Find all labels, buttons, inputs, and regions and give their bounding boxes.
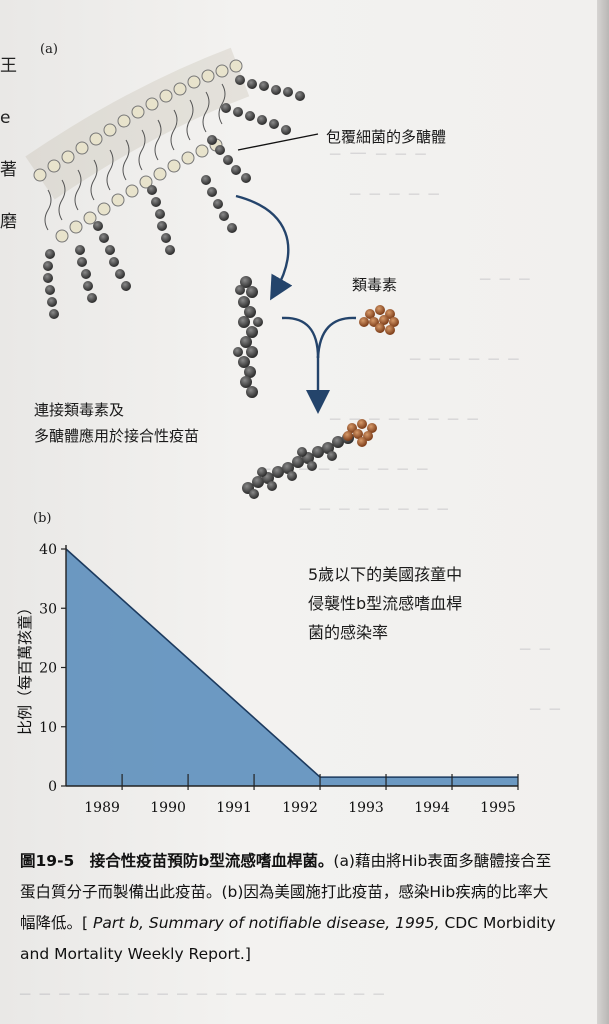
- polysaccharide-label: 包覆細菌的多醣體: [326, 128, 447, 146]
- toxoid-label: 類毒素: [352, 276, 398, 294]
- y-tick-label: 30: [39, 601, 57, 617]
- conjugate-vaccine-diagram: [25, 47, 399, 499]
- isolated-polysaccharide: [233, 276, 263, 398]
- caption-source-italic: Part b, Summary of notifiable disease, 1…: [92, 914, 440, 932]
- polysaccharide-chain: [201, 175, 237, 233]
- chart-annotation: 5歲以下的美國孩童中 侵襲性b型流感嗜血桿 菌的感染率: [308, 565, 463, 642]
- y-tick-label: 40: [39, 542, 57, 558]
- bleed-through-text: ─ ─ ─ ─ ─ ─ ─ ─: [330, 410, 480, 430]
- polysaccharide-chain: [221, 103, 291, 135]
- bleed-through-text: ─ ─ ─ ─ ─ ─ ─ ─: [300, 500, 450, 520]
- label-leader-line: [237, 133, 319, 151]
- x-tick-label: 1989: [84, 800, 120, 816]
- hib-incidence-chart: 0 10 20 30 40 1989 1990 1991 1992 1993 1994 1995 比例（…: [16, 542, 519, 816]
- caption-lead: 圖19-5 接合性疫苗預防b型流感嗜血桿菌。: [20, 852, 334, 870]
- conjugate-vaccine-label: 連接類毒素及 多醣體應用於接合性疫苗: [34, 401, 200, 445]
- bleed-through-text: ─ 一 ─ ─ ─: [330, 145, 428, 165]
- x-tick-label: 1990: [150, 800, 186, 816]
- bleed-through-text: ─ ─ ─ ─ ─ ─ ─ ─ ─ ─ ─ ─ ─ ─ ─ ─ ─ ─ ─: [20, 985, 386, 1005]
- y-axis-label: 比例（每百萬孩童）: [16, 600, 34, 735]
- x-tick-label: 1992: [282, 800, 318, 816]
- lipid-tails: [44, 83, 226, 231]
- bleed-through-text: ─ ─: [530, 700, 562, 720]
- polysaccharide-chain: [207, 135, 251, 183]
- x-tick-label: 1994: [414, 800, 450, 816]
- bleed-through-text: ─ ─ ─: [480, 270, 532, 290]
- bleed-through-text: ─ ─ ─ ─ ─: [350, 185, 441, 205]
- y-tick-label: 10: [39, 720, 57, 736]
- book-binding: [597, 0, 609, 1024]
- polysaccharide-chain: [235, 75, 305, 101]
- toxoid-protein: [359, 305, 399, 335]
- extraction-arrow: [235, 194, 293, 301]
- x-tick-label: 1991: [216, 800, 252, 816]
- polysaccharide-chain: [43, 249, 59, 319]
- panel-a-label: (a): [40, 42, 58, 57]
- incidence-area: [66, 549, 518, 786]
- y-tick-label: 0: [48, 779, 57, 795]
- facing-page-edge: 王 e 著 磨: [0, 56, 17, 232]
- figure-caption: 圖19-5 接合性疫苗預防b型流感嗜血桿菌。(a)藉由將Hib表面多醣體接合至蛋…: [20, 846, 560, 970]
- panel-b-label: (b): [33, 511, 52, 526]
- merge-arrow-right: [316, 316, 357, 359]
- bleed-through-text: ─ ─: [520, 640, 552, 660]
- x-tick-label: 1993: [348, 800, 384, 816]
- polysaccharide-chains: [43, 75, 305, 319]
- caption-body: (a)藉由將Hib表面多醣體接合至蛋白質分子而製備出此疫苗。(b)因為美國施打此…: [20, 852, 552, 932]
- polysaccharide-chain: [93, 221, 131, 291]
- polysaccharide-chain: [75, 245, 97, 303]
- x-tick-label: 1995: [480, 800, 516, 816]
- y-tick-label: 20: [39, 661, 57, 677]
- bleed-through-text: ─ ─ ─ ─ ─ ─: [410, 350, 521, 370]
- conjugate-vaccine-molecule: [242, 432, 354, 499]
- caption-source: CDC Morbidity and Mortality Weekly Repor…: [20, 914, 556, 963]
- conjugated-toxoid: [343, 419, 377, 447]
- polysaccharide-chain: [147, 185, 175, 255]
